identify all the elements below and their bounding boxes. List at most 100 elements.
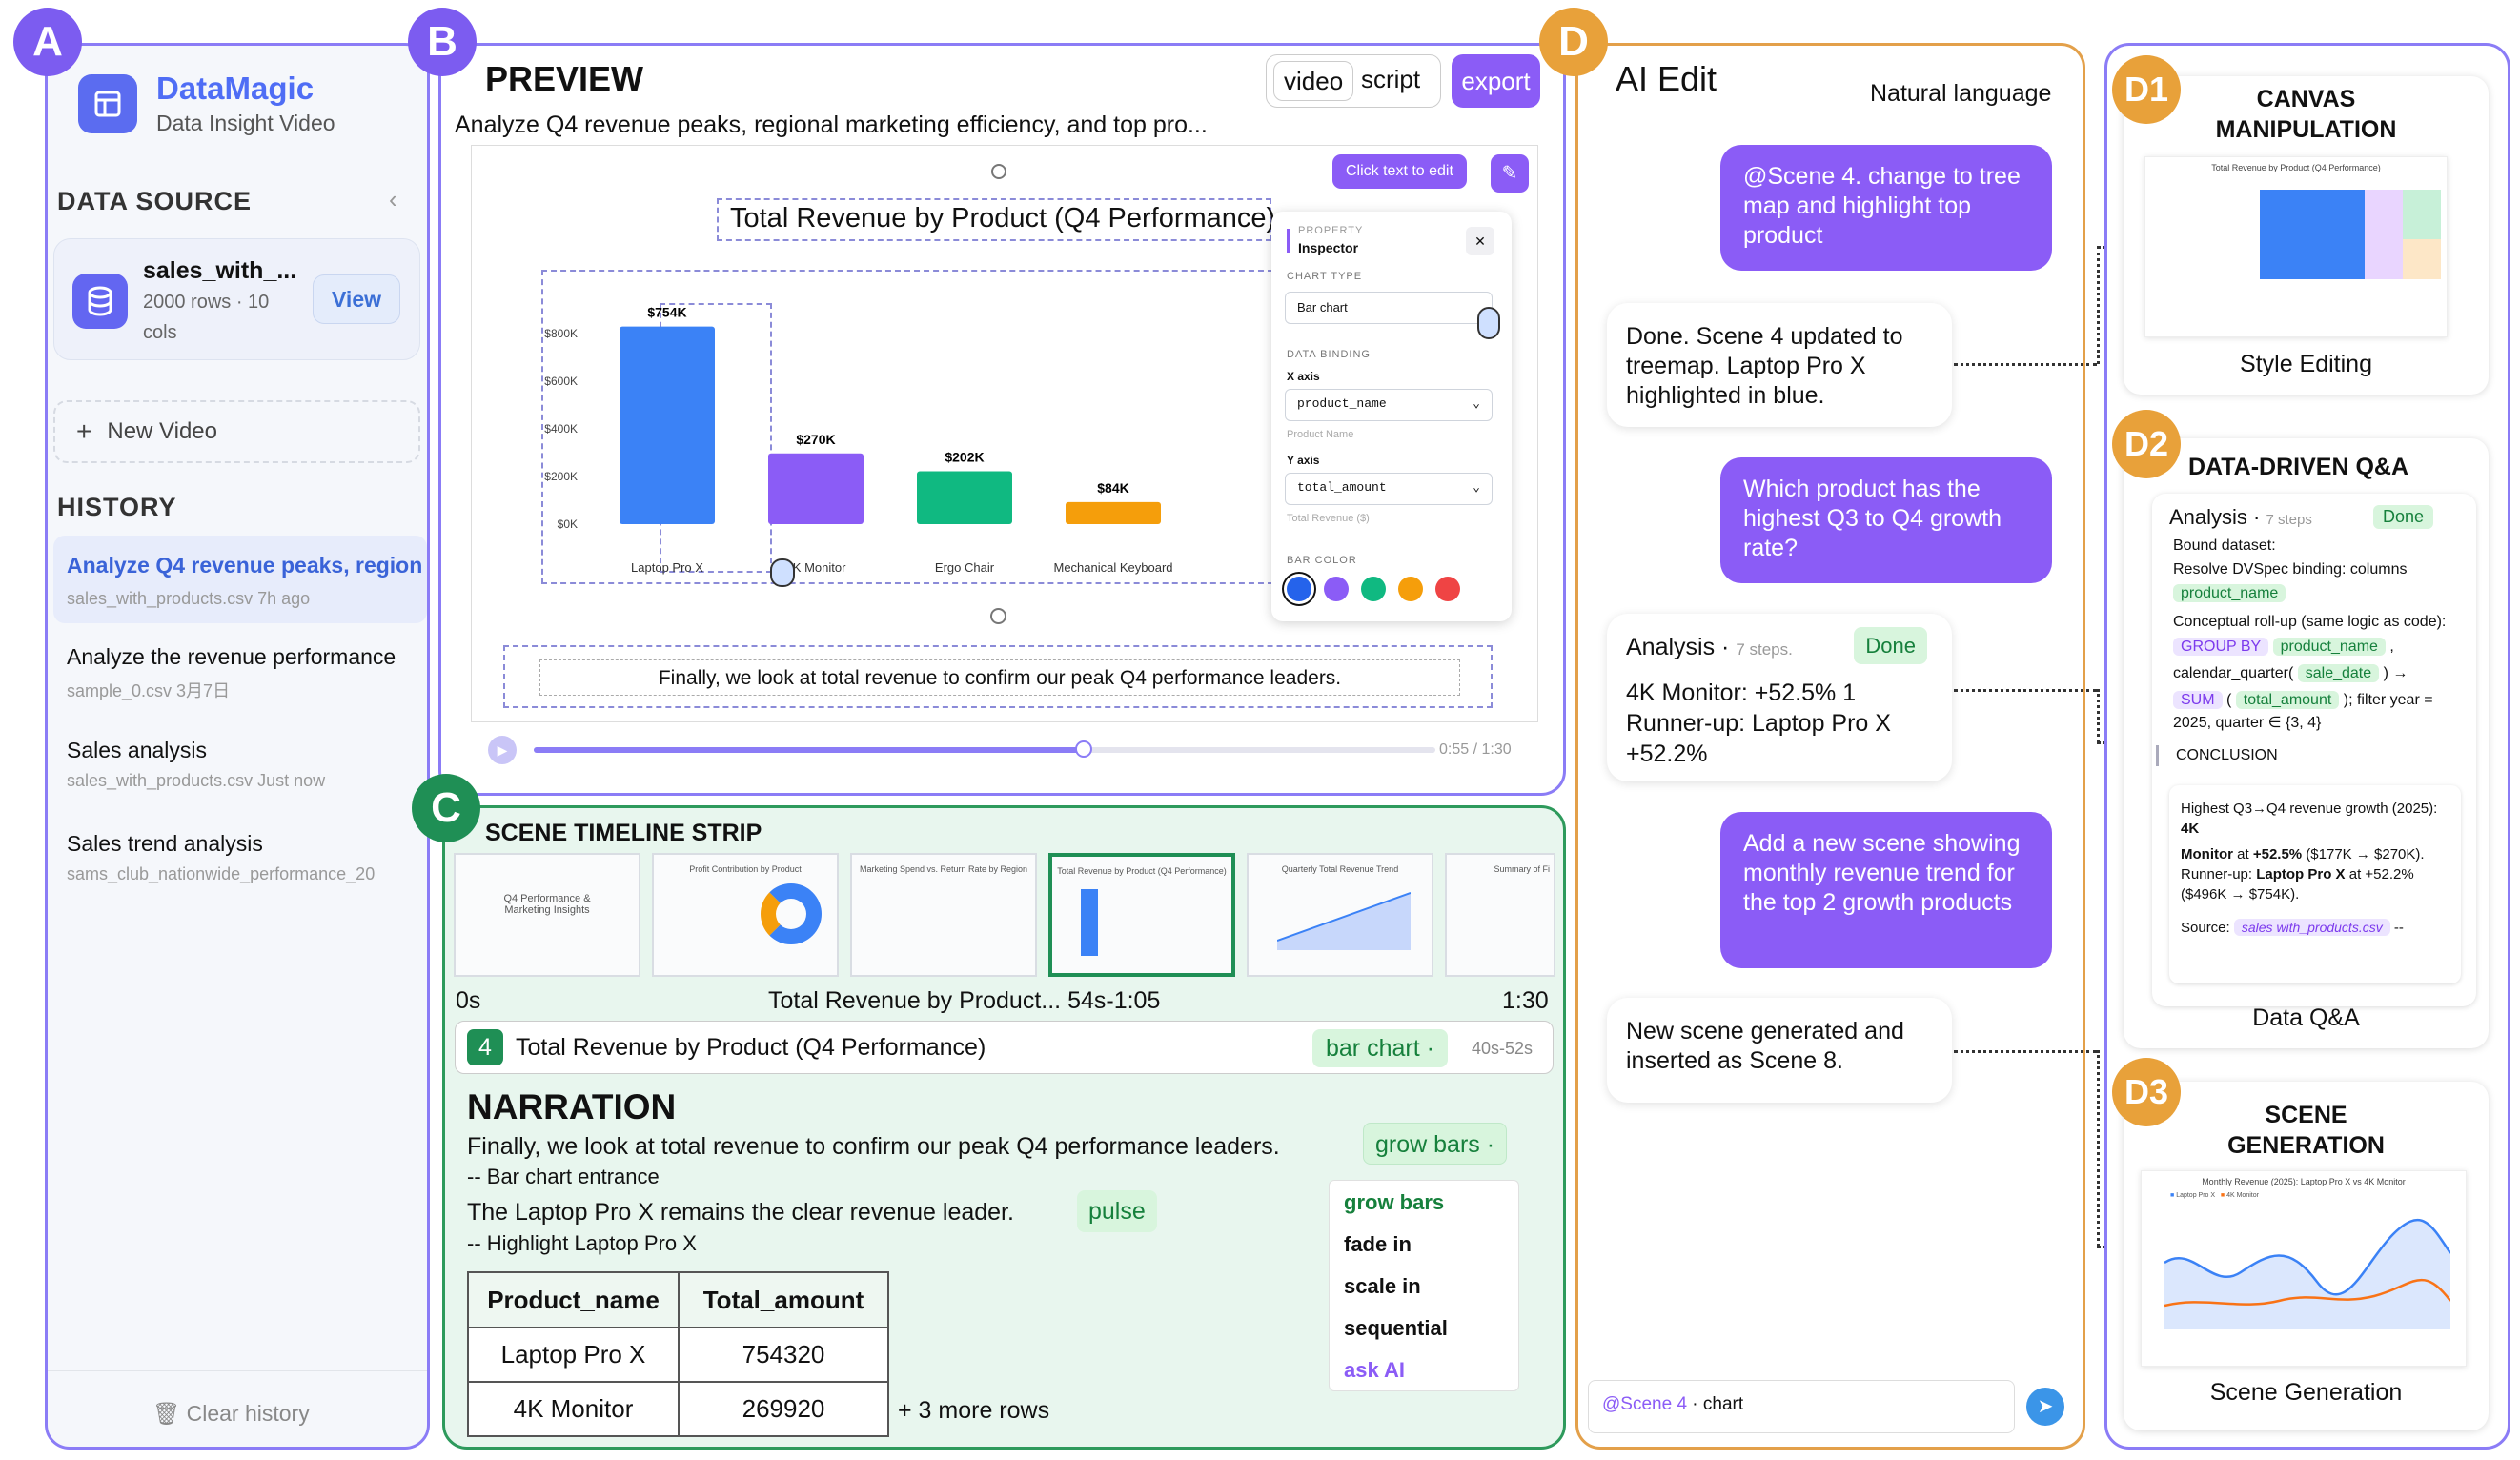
new-video-button[interactable]: + New Video [53, 400, 420, 463]
d1-title: CANVAS [2256, 86, 2356, 112]
bar[interactable] [620, 326, 715, 524]
animation-chip-pulse[interactable]: pulse [1077, 1190, 1157, 1232]
scene-thumb[interactable]: Quarterly Total Revenue Trend [1247, 853, 1433, 977]
app-logo [78, 74, 137, 133]
table-header: Total_amount [678, 1271, 889, 1328]
close-icon[interactable]: ✕ [1466, 227, 1494, 255]
x-category-label: 4K Monitor [786, 560, 847, 575]
export-button[interactable]: export [1452, 54, 1540, 108]
chart-type-field[interactable]: Bar chart [1285, 292, 1493, 324]
bar[interactable] [917, 471, 1012, 524]
connector [1954, 689, 2097, 692]
history-title: Analyze Q4 revenue peaks, region [67, 553, 423, 578]
history-title: Sales analysis [67, 738, 208, 762]
database-icon [72, 274, 128, 329]
bar[interactable] [768, 453, 864, 524]
color-swatch[interactable] [1287, 577, 1311, 601]
caption-box[interactable] [539, 659, 1460, 696]
edit-pencil-button[interactable]: ✎ [1491, 154, 1529, 193]
connector [1954, 363, 2097, 366]
d2-title: DATA-DRIVEN Q&A [2188, 454, 2409, 480]
badge-a: A [13, 8, 82, 76]
y-axis-select[interactable]: total_amount ⌄ [1285, 473, 1493, 505]
color-swatch[interactable] [1398, 577, 1423, 601]
scene-thumb[interactable]: Summary of Fi [1445, 853, 1555, 977]
menu-item-scale-in[interactable]: scale in [1344, 1274, 1421, 1298]
history-item[interactable]: Analyze the revenue performance sample_0… [53, 635, 427, 715]
narration-line-1[interactable]: Finally, we look at total revenue to con… [467, 1133, 1280, 1160]
more-rows[interactable]: + 3 more rows [898, 1397, 1050, 1424]
scene-thumb[interactable]: Marketing Spend vs. Return Rate by Regio… [850, 853, 1037, 977]
bar-color-label: BAR COLOR [1287, 555, 1357, 566]
menu-item-ask-ai[interactable]: ask AI [1344, 1358, 1406, 1382]
tab-video[interactable]: video [1273, 61, 1354, 101]
send-button[interactable]: ➤ [2026, 1388, 2064, 1426]
y-tick-label: $0K [558, 517, 578, 531]
chat-input[interactable]: @Scene 4 · chart [1588, 1380, 2015, 1433]
history-heading: HISTORY [57, 493, 177, 521]
clear-history-button[interactable]: 🗑 Clear history [152, 1401, 310, 1427]
chevron-down-icon: ⌄ [1473, 480, 1480, 495]
menu-item-fade-in[interactable]: fade in [1344, 1232, 1412, 1256]
menu-item-grow-bars[interactable]: grow bars [1344, 1190, 1445, 1214]
x-axis-select[interactable]: product_name ⌄ [1285, 389, 1493, 421]
x-category-label: Laptop Pro X [631, 560, 703, 575]
history-meta: sample_0.csv 3月7日 [67, 681, 231, 700]
plus-icon: + [76, 416, 92, 446]
timeline-end: 1:30 [1502, 987, 1549, 1014]
chart-type-value: Bar chart [1297, 300, 1348, 314]
d1-thumbnail: Total Revenue by Product (Q4 Performance… [2144, 156, 2448, 337]
scene-type-chip[interactable]: bar chart · [1312, 1029, 1448, 1067]
collapse-icon[interactable]: ‹ [389, 185, 397, 213]
scene-thumb[interactable]: Profit Contribution by Product [652, 853, 839, 977]
rotate-handle[interactable] [991, 164, 1006, 179]
chart-title[interactable]: Total Revenue by Product (Q4 Performance… [730, 203, 1276, 233]
send-icon: ➤ [2037, 1396, 2054, 1417]
history-meta: sales_with_products.csv 7h ago [67, 589, 311, 608]
color-swatch[interactable] [1435, 577, 1460, 601]
treemap-cell [2260, 190, 2365, 279]
scene-thumb-active[interactable]: Total Revenue by Product (Q4 Performance… [1048, 853, 1235, 977]
caption-text[interactable]: Finally, we look at total revenue to con… [658, 667, 1342, 689]
history-item-active[interactable]: Analyze Q4 revenue peaks, region sales_w… [53, 536, 427, 623]
new-video-label: New Video [107, 418, 217, 444]
title-selection-box[interactable] [717, 198, 1271, 241]
caption-selection-box[interactable] [503, 645, 1493, 708]
badge-b: B [408, 8, 477, 76]
bar-value-label: $754K [647, 305, 686, 320]
app-name: DataMagic [156, 71, 315, 106]
trash-icon: 🗑 [152, 1401, 187, 1426]
prompt-text: Analyze Q4 revenue peaks, regional marke… [455, 112, 1208, 138]
d3-caption: Scene Generation [2209, 1379, 2403, 1406]
cursor-icon [770, 558, 795, 587]
narration-sub-1: -- Bar chart entrance [467, 1165, 660, 1188]
d2-steps-body: Bound dataset: Resolve DVSpec binding: c… [2156, 536, 2474, 766]
animation-chip-grow[interactable]: grow bars · [1363, 1123, 1508, 1165]
rotate-handle[interactable] [990, 608, 1006, 624]
menu-item-sequential[interactable]: sequential [1344, 1316, 1448, 1340]
history-item[interactable]: Sales analysis sales_with_products.csv J… [53, 728, 427, 808]
color-swatch[interactable] [1324, 577, 1349, 601]
connector [2097, 246, 2100, 364]
badge-c: C [412, 774, 480, 842]
scene-thumb[interactable]: Q4 Performance & Marketing Insights [454, 853, 640, 977]
treemap-cell [2365, 190, 2403, 279]
animation-menu [1329, 1180, 1519, 1391]
source-name: sales_with_... [143, 257, 297, 284]
play-button[interactable]: ▶ [488, 736, 517, 764]
tab-script[interactable]: script [1361, 65, 1421, 93]
click-to-edit-hint[interactable]: Click text to edit [1332, 154, 1467, 189]
color-swatch[interactable] [1361, 577, 1386, 601]
narration-line-2[interactable]: The Laptop Pro X remains the clear reven… [467, 1199, 1014, 1226]
d3-title: SCENE [2265, 1102, 2347, 1128]
d2-caption: Data Q&A [2252, 1004, 2360, 1031]
history-item[interactable]: Sales trend analysis sams_club_nationwid… [53, 821, 427, 902]
bar[interactable] [1066, 501, 1161, 524]
bar-mark [1081, 889, 1098, 956]
bar-chart[interactable]: $0K $200K $400K $600K $800K $754K Laptop Pro X… [543, 286, 1268, 581]
time-readout: 0:55 / 1:30 [1439, 741, 1512, 758]
progress-knob[interactable] [1075, 740, 1093, 758]
view-button[interactable]: View [313, 274, 400, 324]
x-category-label: Ergo Chair [935, 560, 995, 575]
history-title: Analyze the revenue performance [67, 644, 396, 669]
